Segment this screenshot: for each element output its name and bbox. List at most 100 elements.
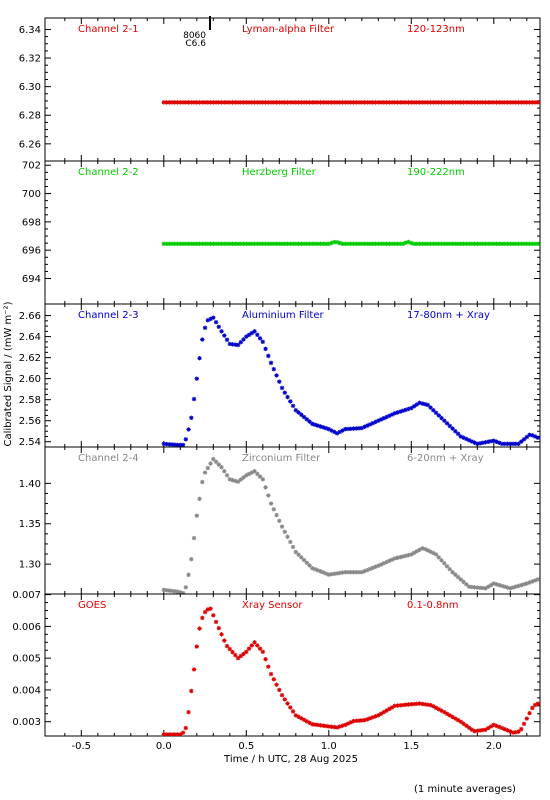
data-point [332,571,337,577]
data-point [455,431,461,437]
data-point [191,241,197,247]
data-point [213,459,219,465]
data-point [436,555,441,560]
data-point [202,100,208,105]
data-point [505,585,510,590]
data-point [224,643,230,649]
series-4 [161,456,540,594]
data-point [494,241,499,247]
data-point [458,434,463,439]
data-point [367,100,373,105]
data-point [480,727,485,733]
data-point [373,419,378,425]
data-point [279,385,285,391]
data-point [472,241,477,247]
data-point [329,240,334,246]
data-point [312,422,318,427]
data-point [279,524,285,529]
data-point [211,100,216,105]
data-point [370,420,375,426]
data-point [497,440,502,445]
filter-label: Herzberg Filter [242,167,317,178]
data-point [202,470,208,475]
data-point [392,241,397,247]
data-point [318,424,323,429]
data-point [422,402,428,407]
data-point [299,555,304,560]
data-point [453,100,458,105]
data-point [384,100,389,105]
data-point [345,100,351,105]
data-point [378,711,384,716]
data-point [439,708,444,713]
data-point [282,241,287,247]
data-point [521,721,527,727]
data-point [395,100,400,105]
data-point [420,701,425,707]
data-point [395,703,400,708]
data-point [178,100,183,105]
data-point [312,567,318,572]
data-point [499,100,505,105]
data-point [461,100,466,105]
series-5 [161,606,540,736]
data-point [263,485,268,490]
data-point [233,478,238,484]
data-point [354,569,359,575]
data-point [480,585,485,591]
data-point [183,725,188,731]
data-point [263,241,268,247]
data-point [519,726,524,732]
data-point [301,241,307,247]
data-point [519,241,524,247]
y-tick-label: 6.26 [19,139,41,150]
data-point [411,404,417,409]
data-point [409,100,414,105]
data-point [365,241,370,247]
data-point [469,241,474,247]
data-point [219,329,224,334]
data-point [376,563,381,568]
data-point [411,701,417,707]
data-point [205,318,210,323]
data-point [378,417,384,422]
data-point [475,585,480,590]
data-point [422,702,428,707]
channel-label: GOES [78,600,106,611]
data-point [519,100,524,105]
data-point [532,241,538,247]
y-tick-label: 702 [22,161,41,172]
data-point [337,724,342,729]
data-point [271,241,276,247]
data-point [235,479,241,484]
data-point [439,558,444,563]
flare-label: 8060 [183,31,206,41]
data-point [246,646,252,651]
data-point [277,518,282,524]
data-point [359,100,364,105]
data-point [524,581,529,586]
data-point [241,475,246,480]
data-point [219,464,224,470]
data-point [263,657,268,662]
data-point [513,241,518,247]
data-point [257,241,263,247]
series-3 [161,315,540,447]
data-point [491,722,496,728]
data-point [307,241,312,247]
data-point [178,241,183,247]
data-point [285,394,290,400]
data-point [293,241,298,247]
data-point [356,241,362,247]
data-point [164,100,169,105]
data-point [406,552,411,558]
channel-label: Channel 2-2 [78,167,139,178]
y-axis-label: Calibrated Signal / (mW m⁻²) [3,301,14,446]
data-point [447,423,452,429]
data-point [224,100,230,105]
data-point [326,100,331,105]
data-point [461,241,466,247]
data-point [524,241,529,247]
data-point [535,577,540,582]
channel-label: Channel 2-1 [78,24,139,35]
